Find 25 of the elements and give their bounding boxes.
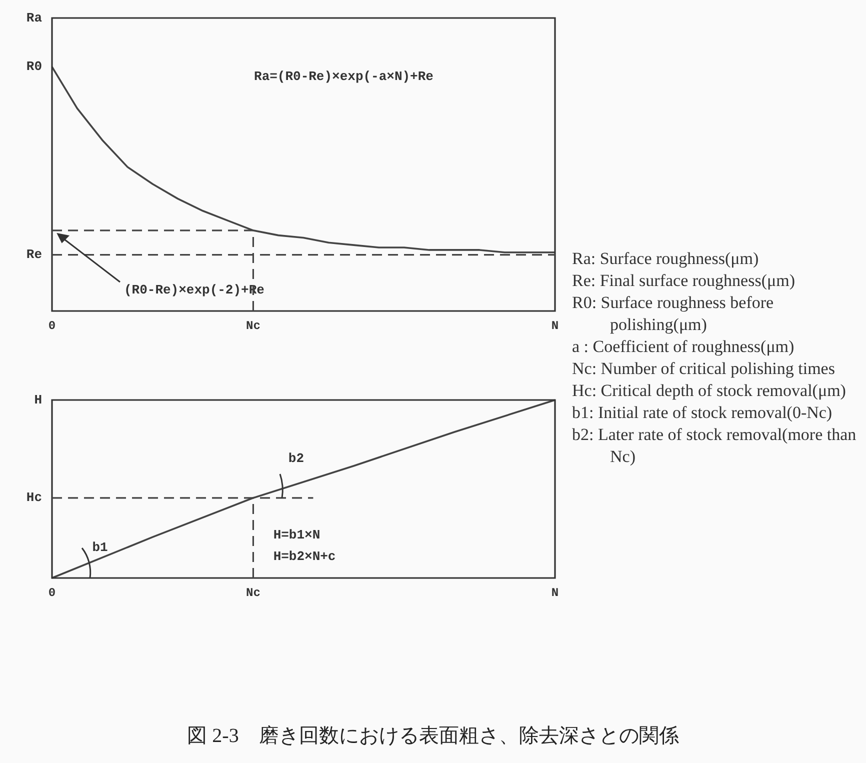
- annotation: b1: [92, 540, 108, 556]
- text: Hc: Critical depth of stock removal(μm): [572, 380, 847, 402]
- annotation: H=b2×N+c: [273, 548, 336, 564]
- x-tick-label: Nc: [246, 319, 260, 334]
- x-tick-label: 0: [48, 319, 56, 334]
- text: Re: Final surface roughness(μm): [572, 270, 796, 292]
- x-tick-label: N: [551, 586, 559, 600]
- x-tick-label: 0: [48, 586, 56, 600]
- text: b1: Initial rate of stock removal(0-Nc): [572, 402, 834, 424]
- text: a : Coefficient of roughness(μm): [572, 336, 796, 358]
- annotation: R0: [26, 59, 42, 74]
- text: Ra: [26, 10, 42, 26]
- text: R0: Surface roughness before polishing(μm): [572, 292, 775, 336]
- text: Ra: Surface roughness(μm): [572, 248, 760, 270]
- annotation: Ra=(R0-Re)×exp(-a×N)+Re: [254, 68, 434, 84]
- x-tick-label: Nc: [246, 586, 260, 600]
- annotation: H=b1×N: [273, 528, 320, 543]
- x-tick-label: N: [551, 319, 559, 334]
- annotation: b2: [288, 451, 304, 466]
- text: Nc: Number of critical polishing times: [572, 358, 836, 380]
- text: H: [34, 392, 42, 408]
- ref-line-label: Hc: [26, 490, 42, 506]
- text: b2: Later rate of stock removal(more than Nc): [572, 424, 858, 468]
- text: 図 2-3 磨き回数における表面粗さ、除去深さとの関係: [186, 724, 680, 749]
- ref-line-label: Re: [26, 247, 42, 262]
